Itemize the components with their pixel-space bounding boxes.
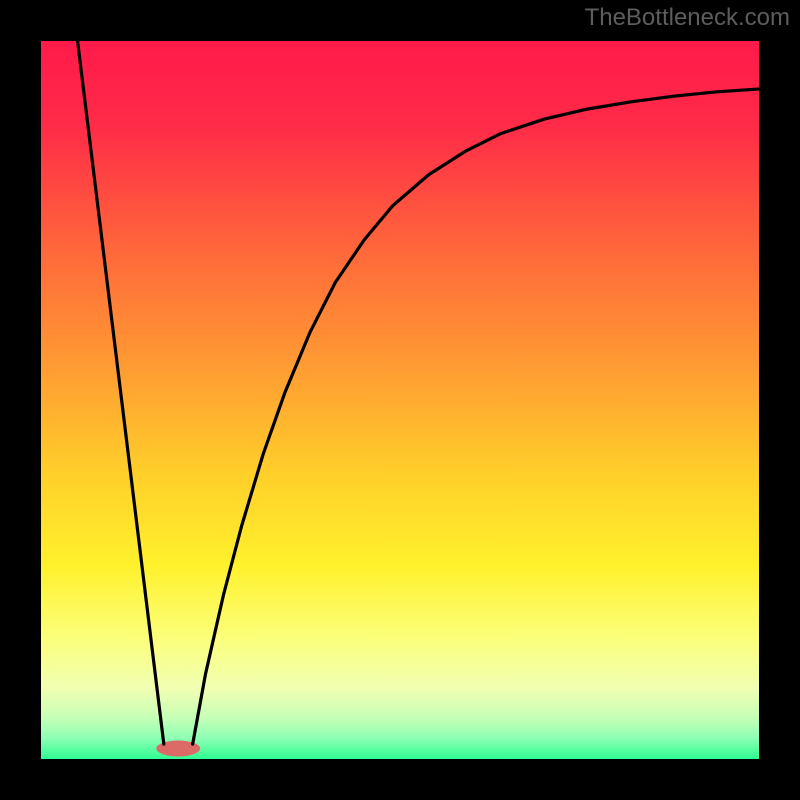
chart-svg	[0, 0, 800, 800]
chart-container: TheBottleneck.com	[0, 0, 800, 800]
watermark-text: TheBottleneck.com	[585, 4, 790, 32]
